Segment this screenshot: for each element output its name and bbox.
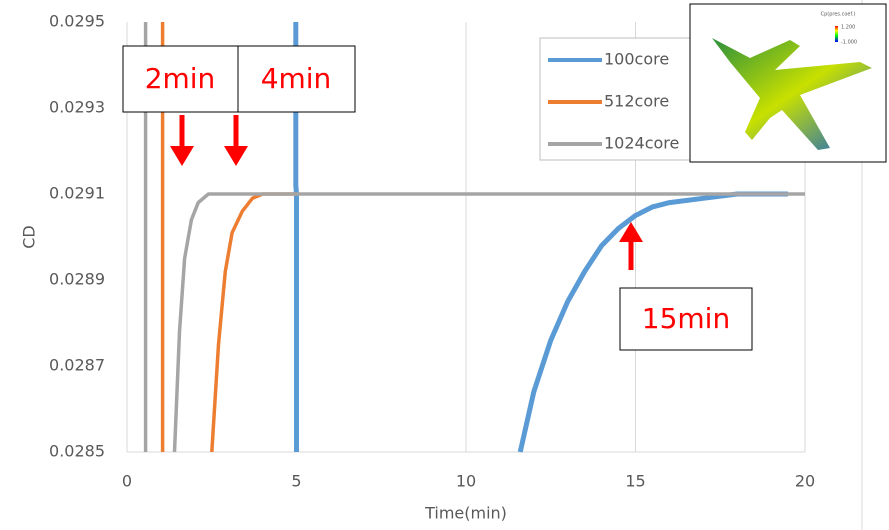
inset-title: Cp(pres.coef.) <box>821 12 856 18</box>
chart: 0 5 10 15 20 0.0285 0.0287 0.0289 0.0291 0.0293 0.… <box>0 0 889 530</box>
inset-max: 1.200 <box>841 25 855 31</box>
inset: Cp(pres.coef.) 1.200 -1.000 <box>690 4 886 162</box>
y-axis-title: CD <box>20 225 39 249</box>
x-tick-label: 15 <box>625 472 645 491</box>
legend-label: 1024core <box>604 134 679 153</box>
legend-label: 512core <box>604 92 669 111</box>
inset-min: -1.000 <box>841 40 857 46</box>
y-tick-label: 0.0289 <box>49 270 105 289</box>
y-tick-label: 0.0287 <box>49 356 105 375</box>
annotation: 15min <box>642 302 730 335</box>
x-axis-title: Time(min) <box>424 504 507 523</box>
x-tick-label: 5 <box>291 472 301 491</box>
x-tick-label: 20 <box>795 472 815 491</box>
arrow-head <box>224 146 248 166</box>
annotation: 4min <box>261 62 332 95</box>
x-tick-label: 10 <box>456 472 476 491</box>
annotation: 2min <box>145 62 216 95</box>
y-tick-label: 0.0291 <box>49 184 105 203</box>
inset-colorbar <box>835 26 838 42</box>
legend-label: 100core <box>604 50 669 69</box>
y-tick-label: 0.0295 <box>49 12 105 31</box>
arrow-head <box>170 146 194 166</box>
x-tick-label: 0 <box>122 472 132 491</box>
y-tick-label: 0.0285 <box>49 442 105 461</box>
y-tick-label: 0.0293 <box>49 98 105 117</box>
